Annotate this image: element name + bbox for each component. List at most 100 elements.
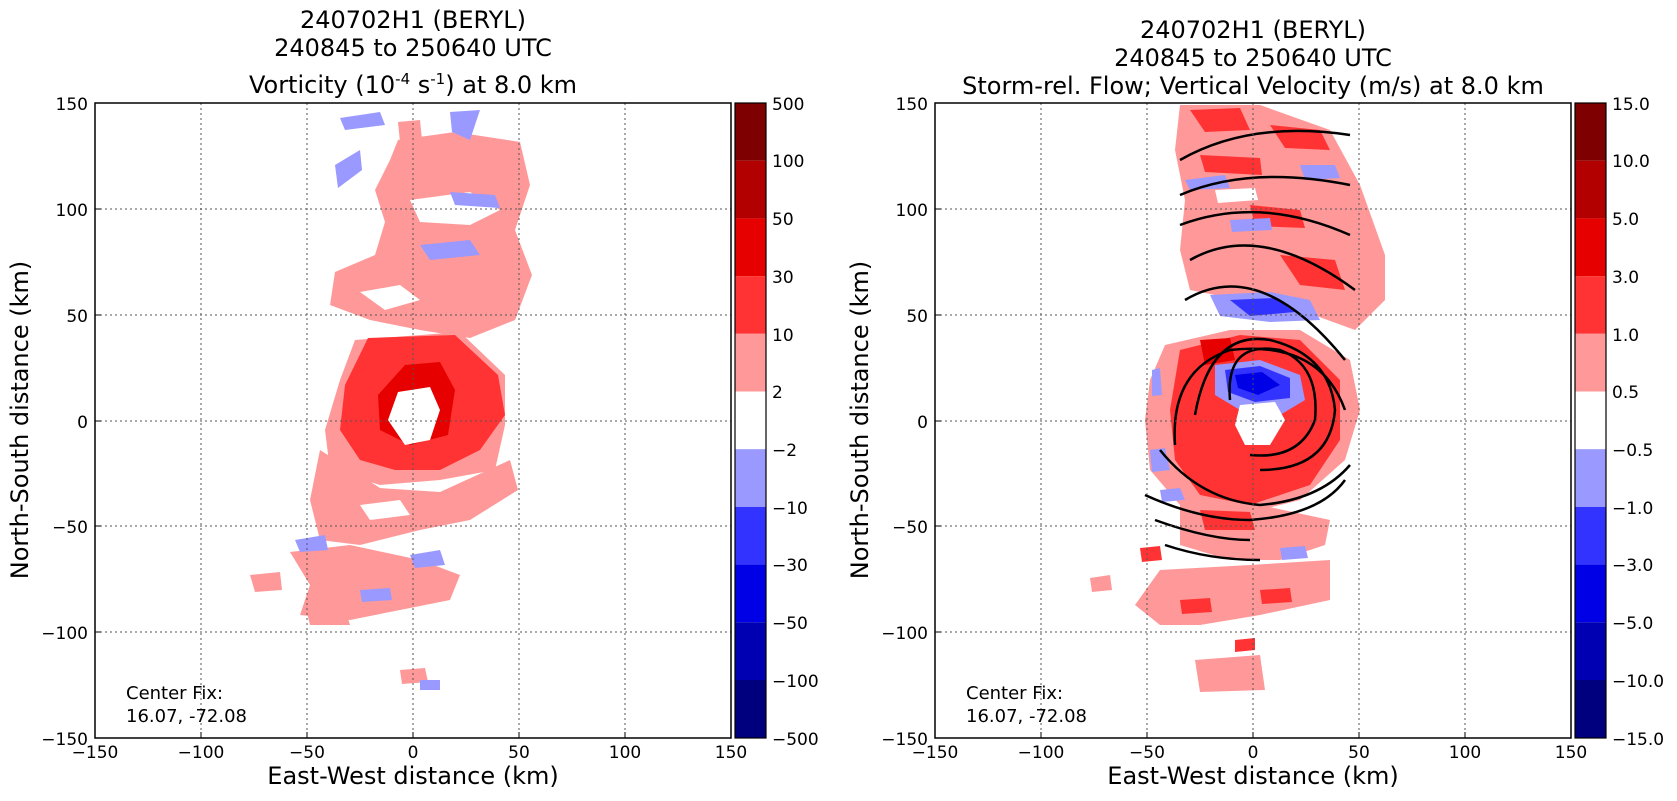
velocity-y-axis-label: North-South distance (km) xyxy=(846,261,874,580)
colorbar-swatch xyxy=(1575,622,1606,680)
velocity-x-tick-labels: −150 −100 −50 0 50 100 150 xyxy=(912,743,1588,763)
x-tick-label: 50 xyxy=(1348,743,1370,763)
colorbar-label: 15.0 xyxy=(1612,95,1650,115)
velocity-grid xyxy=(935,103,1571,738)
vorticity-x-axis-label: East-West distance (km) xyxy=(267,762,558,790)
x-tick-label: 0 xyxy=(408,743,419,763)
vorticity-y-tick-labels: 150 100 50 0 −50 −100 −150 xyxy=(41,95,88,750)
colorbar-label: 2 xyxy=(772,383,783,403)
vorticity-grid xyxy=(95,103,731,738)
vorticity-field xyxy=(250,110,532,690)
colorbar-label: −1.0 xyxy=(1612,499,1653,519)
colorbar-swatch xyxy=(735,103,766,161)
colorbar-swatch xyxy=(1575,218,1606,277)
x-tick-label: −50 xyxy=(1129,743,1165,763)
vorticity-center-fix-label: Center Fix: xyxy=(126,683,223,704)
colorbar-swatch xyxy=(735,276,766,334)
y-tick-label: 50 xyxy=(66,307,88,327)
y-tick-label: −100 xyxy=(881,624,928,644)
y-tick-label: −150 xyxy=(41,730,88,750)
velocity-title-line-3: Storm-rel. Flow; Vertical Velocity (m/s)… xyxy=(962,72,1544,100)
y-tick-label: 150 xyxy=(56,95,88,115)
velocity-y-tick-labels: 150 100 50 0 −50 −100 −150 xyxy=(881,95,928,750)
x-tick-label: −150 xyxy=(912,743,959,763)
colorbar-label: −10.0 xyxy=(1612,672,1664,692)
colorbar-label: 10.0 xyxy=(1612,152,1650,172)
x-tick-label: −100 xyxy=(178,743,225,763)
y-tick-label: −50 xyxy=(52,518,88,538)
x-tick-label: −150 xyxy=(72,743,119,763)
colorbar-label: 10 xyxy=(772,326,794,346)
colorbar-label: 0.5 xyxy=(1612,383,1639,403)
colorbar-swatch xyxy=(735,333,766,392)
colorbar-label: −15.0 xyxy=(1612,730,1664,750)
velocity-colorbar: 15.0 10.0 5.0 3.0 1.0 0.5 −0.5 −1.0 −3.0… xyxy=(1574,95,1664,750)
colorbar-label: 100 xyxy=(772,152,804,172)
colorbar-swatch xyxy=(1575,391,1606,450)
velocity-center-fix-label: Center Fix: xyxy=(966,683,1063,704)
colorbar-swatch xyxy=(735,622,766,680)
vorticity-x-tick-labels: −150 −100 −50 0 50 100 150 xyxy=(72,743,748,763)
vorticity-center-fix-value: 16.07, -72.08 xyxy=(126,706,247,727)
y-tick-label: −150 xyxy=(881,730,928,750)
y-tick-label: 0 xyxy=(917,413,928,433)
x-tick-label: 0 xyxy=(1248,743,1259,763)
vorticity-x-ticks xyxy=(94,102,732,739)
colorbar-swatch xyxy=(735,449,766,507)
vorticity-colorbar: 500 100 50 30 10 2 −2 −10 −30 −50 −100 −… xyxy=(734,95,819,750)
velocity-x-axis-label: East-West distance (km) xyxy=(1107,762,1398,790)
vorticity-title-line-1: 240702H1 (BERYL) xyxy=(300,6,526,34)
y-tick-label: 100 xyxy=(896,201,928,221)
x-tick-label: 150 xyxy=(1555,743,1587,763)
colorbar-label: 30 xyxy=(772,268,794,288)
colorbar-label: 50 xyxy=(772,210,794,230)
velocity-title-line-1: 240702H1 (BERYL) xyxy=(1140,16,1366,44)
colorbar-swatch xyxy=(735,391,766,450)
velocity-center-fix-value: 16.07, -72.08 xyxy=(966,706,1087,727)
y-tick-label: −50 xyxy=(892,518,928,538)
colorbar-swatch xyxy=(1575,680,1606,738)
colorbar-label: −50 xyxy=(772,614,808,634)
vorticity-y-axis-label: North-South distance (km) xyxy=(6,261,34,580)
vorticity-title-line-2: 240845 to 250640 UTC xyxy=(274,34,552,62)
storm-relative-flow-streamlines xyxy=(1144,129,1356,562)
x-tick-label: 100 xyxy=(609,743,641,763)
colorbar-swatch xyxy=(735,680,766,738)
x-tick-label: 100 xyxy=(1449,743,1481,763)
colorbar-label: 500 xyxy=(772,95,804,115)
y-tick-label: 50 xyxy=(906,307,928,327)
colorbar-swatch xyxy=(1575,160,1606,219)
colorbar-swatch xyxy=(1575,449,1606,507)
colorbar-swatch xyxy=(1575,103,1606,161)
y-tick-label: 100 xyxy=(56,201,88,221)
y-tick-label: 150 xyxy=(896,95,928,115)
colorbar-label: −500 xyxy=(772,730,819,750)
x-tick-label: −50 xyxy=(289,743,325,763)
colorbar-label: −100 xyxy=(772,672,819,692)
velocity-title-line-2: 240845 to 250640 UTC xyxy=(1114,44,1392,72)
y-tick-label: −100 xyxy=(41,624,88,644)
colorbar-label: 5.0 xyxy=(1612,210,1639,230)
vorticity-title-line-3: Vorticity (10-4 s-1) at 8.0 km xyxy=(249,70,577,99)
y-tick-label: 0 xyxy=(77,413,88,433)
colorbar-label: −3.0 xyxy=(1612,556,1653,576)
vorticity-panel: 240702H1 (BERYL) 240845 to 250640 UTC Vo… xyxy=(6,6,819,790)
colorbar-swatch xyxy=(1575,333,1606,392)
colorbar-swatch xyxy=(735,506,766,565)
colorbar-swatch xyxy=(1575,506,1606,565)
colorbar-label: 3.0 xyxy=(1612,268,1639,288)
vertical-velocity-panel: 240702H1 (BERYL) 240845 to 250640 UTC St… xyxy=(846,16,1664,790)
colorbar-swatch xyxy=(735,564,766,623)
velocity-axis-ticks xyxy=(934,102,1572,739)
colorbar-label: −30 xyxy=(772,556,808,576)
colorbar-swatch xyxy=(1575,564,1606,623)
x-tick-label: 150 xyxy=(715,743,747,763)
colorbar-label: −0.5 xyxy=(1612,441,1653,461)
colorbar-label: −2 xyxy=(772,441,797,461)
colorbar-swatch xyxy=(735,160,766,219)
colorbar-label: −10 xyxy=(772,499,808,519)
colorbar-label: 1.0 xyxy=(1612,326,1639,346)
x-tick-label: −100 xyxy=(1018,743,1065,763)
colorbar-swatch xyxy=(1575,276,1606,334)
x-tick-label: 50 xyxy=(508,743,530,763)
